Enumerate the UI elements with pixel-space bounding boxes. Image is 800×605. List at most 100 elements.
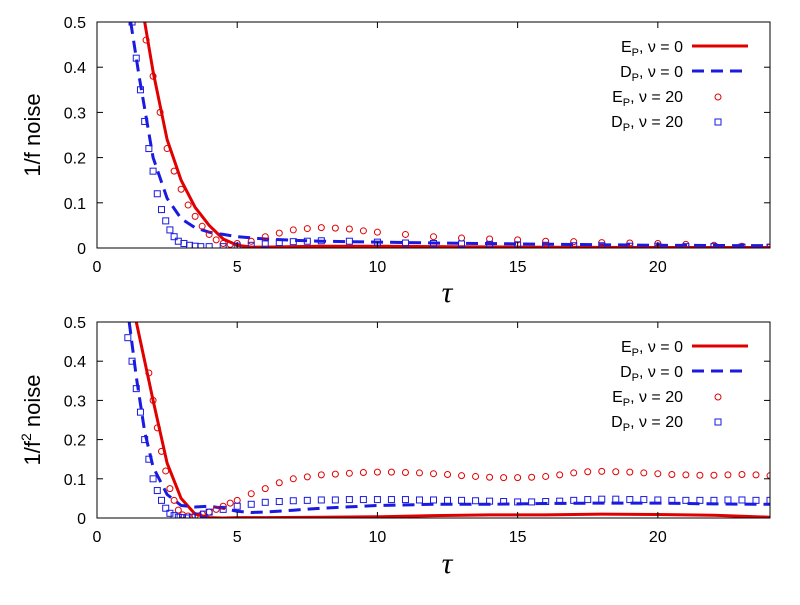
top-chart-x-axis-label: τ — [442, 276, 454, 309]
data-point — [212, 236, 220, 244]
data-point — [317, 496, 325, 504]
data-point — [205, 508, 213, 516]
top-chart-series — [128, 22, 770, 248]
data-point — [174, 513, 182, 518]
y-tick-label: 0.1 — [64, 472, 86, 489]
data-point — [289, 475, 297, 483]
data-point — [170, 496, 178, 504]
data-point — [430, 496, 437, 504]
x-tick-label: 10 — [369, 259, 387, 276]
data-point — [166, 226, 174, 234]
x-tick-label: 5 — [233, 259, 242, 276]
data-point — [124, 334, 132, 342]
data-point — [514, 498, 522, 506]
data-point — [766, 243, 770, 248]
data-point — [205, 508, 213, 516]
bottom-chart-ticks — [96, 321, 770, 519]
bottom-chart-series-markers-d-p-20 — [124, 334, 770, 518]
data-point — [598, 495, 606, 503]
data-point — [556, 497, 564, 505]
legend-label-dp-nu0: DP, ν = 0 — [620, 64, 683, 84]
data-point — [303, 473, 311, 481]
legend-swatch-ep-nu20 — [714, 393, 722, 401]
data-point — [153, 424, 161, 432]
data-point — [345, 237, 353, 245]
data-point — [180, 239, 188, 247]
data-point — [415, 469, 423, 477]
data-point — [724, 471, 732, 479]
data-point — [472, 472, 480, 480]
data-point — [626, 242, 634, 248]
y-tick-label: 0.2 — [64, 151, 86, 168]
data-point — [219, 505, 227, 513]
bottom-chart-legend: EP, ν = 0 DP, ν = 0 EP, ν = 20 DP, ν = 2… — [611, 339, 748, 434]
data-point — [528, 498, 536, 506]
data-point — [430, 233, 437, 241]
bottom-chart-tick-labels: 0 5 10 15 20 0 0.1 0.2 0.3 0.4 0.5 — [64, 315, 667, 546]
data-point — [166, 485, 174, 493]
data-point — [373, 468, 381, 476]
data-point — [640, 469, 648, 477]
data-point — [415, 496, 423, 504]
y-tick-label: 0.3 — [64, 105, 86, 122]
data-point — [500, 474, 508, 482]
data-point — [612, 495, 620, 503]
data-point — [145, 455, 153, 463]
data-point — [197, 243, 205, 248]
top-chart-legend: EP, ν = 0 DP, ν = 0 EP, ν = 20 DP, ν = 2… — [611, 39, 748, 134]
top-chart-series-line-d-p-0 — [129, 22, 770, 248]
top-chart-frame — [96, 21, 771, 249]
data-point — [640, 496, 648, 504]
bottom-chart-y-axis-label: 1/f2 noise — [18, 375, 45, 466]
data-point — [486, 235, 494, 243]
data-point — [752, 471, 760, 479]
data-point — [128, 22, 136, 26]
data-point — [317, 237, 325, 245]
y-tick-label: 0.5 — [64, 315, 86, 332]
data-point — [141, 117, 149, 125]
data-point — [156, 108, 164, 116]
data-point — [261, 240, 269, 248]
data-point — [570, 496, 578, 504]
data-point — [626, 496, 634, 504]
data-point — [226, 499, 234, 507]
data-point — [668, 470, 676, 478]
y-tick-label: 0.3 — [64, 393, 86, 410]
data-point — [157, 447, 165, 455]
data-point — [570, 469, 578, 477]
data-point — [212, 505, 220, 513]
data-point — [317, 224, 325, 232]
data-point — [345, 469, 353, 477]
data-point — [153, 487, 161, 495]
data-point — [136, 86, 144, 94]
bottom-chart-panel: 0 5 10 15 20 0 0.1 0.2 0.3 0.4 0.5 1/f2 noise τ EP… — [18, 315, 771, 580]
data-point — [219, 243, 227, 248]
data-point — [191, 212, 199, 220]
data-point — [401, 230, 409, 238]
top-chart-tick-labels: 0 5 10 15 20 0 0.1 0.2 0.3 0.4 0.5 — [64, 15, 667, 276]
legend-label-ep-nu20: EP, ν = 20 — [612, 89, 683, 109]
data-point — [247, 490, 255, 498]
data-point — [486, 240, 494, 248]
legend-swatch-dp-nu20 — [714, 418, 722, 426]
data-point — [289, 238, 297, 246]
data-point — [738, 496, 746, 504]
data-point — [303, 496, 311, 504]
data-point — [174, 506, 182, 514]
data-point — [556, 471, 564, 479]
data-point — [486, 497, 494, 505]
data-point — [153, 190, 161, 198]
data-point — [752, 496, 760, 504]
data-point — [373, 496, 381, 504]
data-point — [317, 471, 325, 479]
data-point — [682, 471, 690, 479]
data-point — [542, 241, 550, 248]
data-point — [289, 226, 297, 234]
legend-label-ep-nu0: EP, ν = 0 — [621, 339, 683, 359]
x-tick-label: 15 — [509, 529, 527, 546]
data-point — [166, 509, 174, 517]
x-tick-label: 0 — [93, 259, 102, 276]
y-tick-label: 0.4 — [64, 354, 86, 371]
data-point — [387, 468, 395, 476]
data-point — [373, 228, 381, 236]
